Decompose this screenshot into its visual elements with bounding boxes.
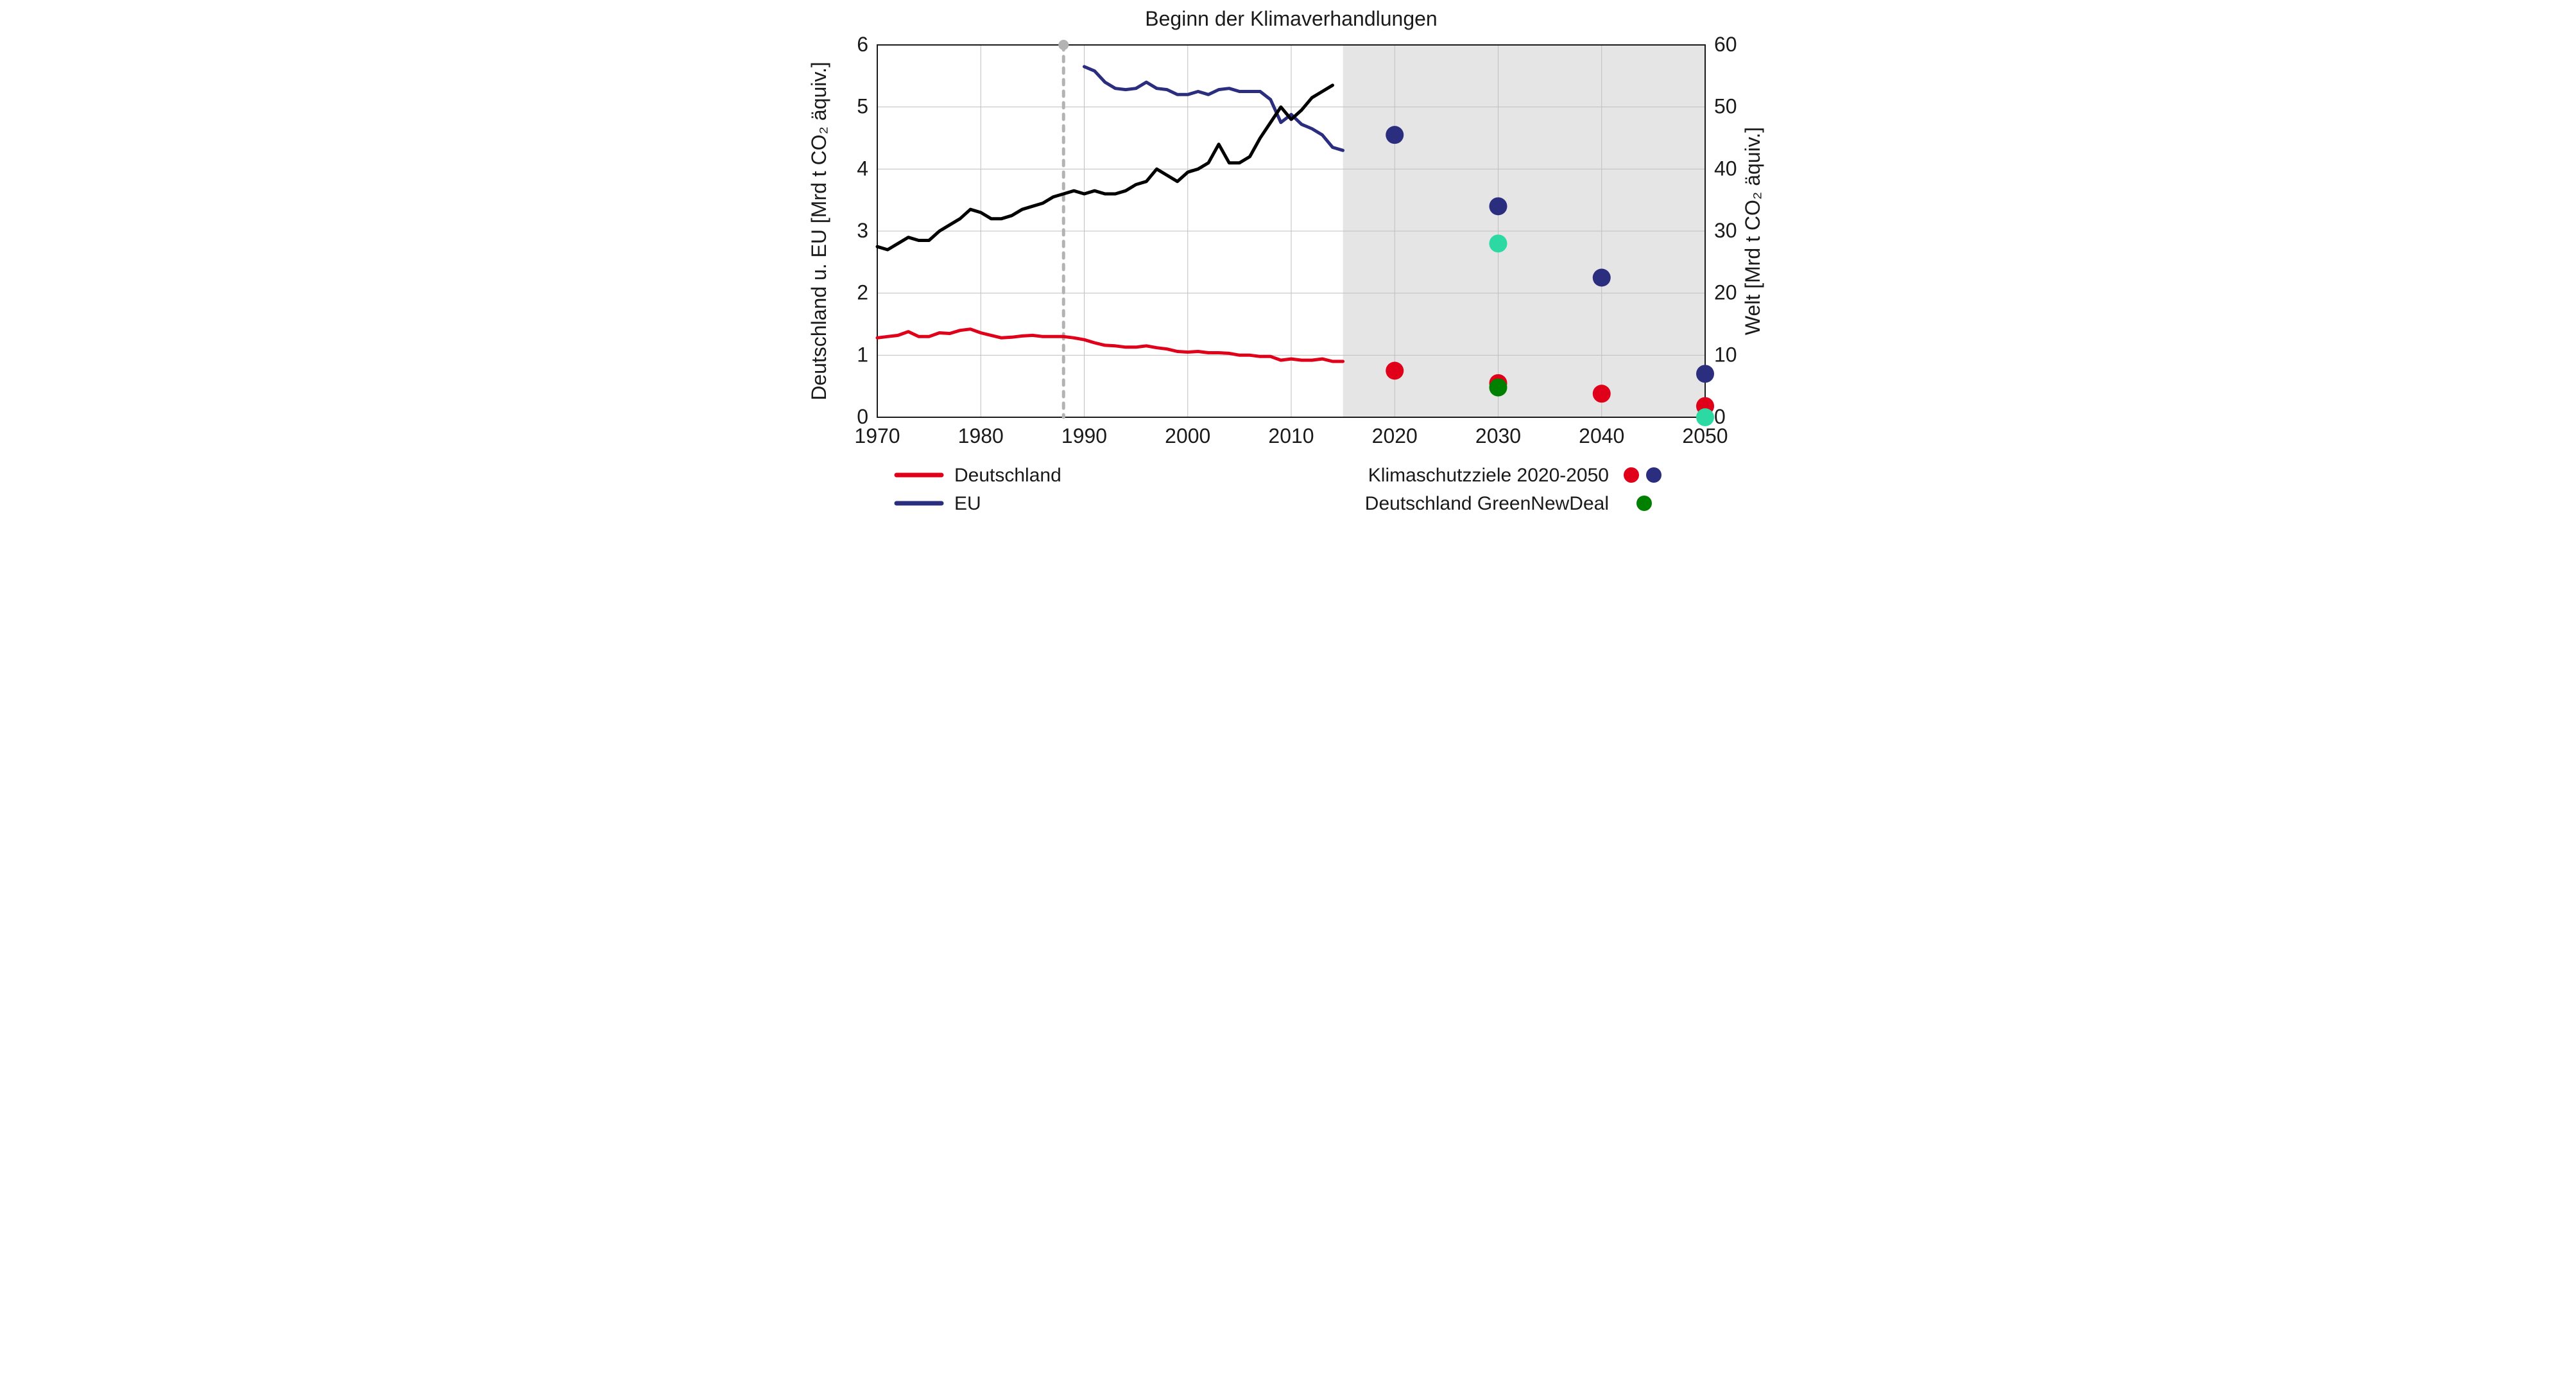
emissions-chart: 1970198019902000201020202030204020500123…: [800, 0, 1776, 524]
y-right-tick-label: 30: [1714, 219, 1737, 242]
series-point: [1386, 126, 1404, 144]
series-point: [1386, 362, 1404, 380]
legend-label: EU GreenNewDeal: [1445, 521, 1609, 524]
x-tick-label: 2040: [1579, 424, 1624, 447]
y-right-tick-label: 0: [1714, 405, 1726, 428]
series-point: [1490, 379, 1507, 397]
chart-title: Beginn der Klimaverhandlungen: [1145, 7, 1437, 30]
legend-label: Welt: [954, 521, 993, 524]
series-point: [1593, 385, 1611, 402]
chart-container: 1970198019902000201020202030204020500123…: [800, 0, 1776, 524]
legend-dot-swatch: [1624, 467, 1639, 483]
y-left-tick-label: 2: [857, 281, 868, 304]
legend-label: Klimaschutzziele 2020-2050: [1368, 465, 1609, 486]
series-point: [1490, 197, 1507, 215]
y-left-tick-label: 3: [857, 219, 868, 242]
y-right-tick-label: 50: [1714, 95, 1737, 118]
y-left-tick-label: 6: [857, 33, 868, 56]
series-point: [1696, 408, 1714, 426]
x-tick-label: 2010: [1268, 424, 1314, 447]
series-point: [1490, 234, 1507, 252]
x-tick-label: 1990: [1061, 424, 1107, 447]
series-point: [1593, 269, 1611, 287]
y-right-tick-label: 10: [1714, 343, 1737, 366]
y-right-axis-label: Welt [Mrd t CO₂ äquiv.]: [1741, 127, 1764, 335]
y-right-tick-label: 40: [1714, 157, 1737, 180]
x-tick-label: 2020: [1372, 424, 1418, 447]
legend-label: Deutschland GreenNewDeal: [1365, 493, 1609, 514]
x-tick-label: 2000: [1165, 424, 1210, 447]
y-left-tick-label: 1: [857, 343, 868, 366]
legend-label: EU: [954, 493, 981, 514]
series-line-welt: [877, 85, 1333, 250]
y-right-tick-label: 60: [1714, 33, 1737, 56]
y-right-tick-label: 20: [1714, 281, 1737, 304]
legend-dot-swatch: [1636, 496, 1652, 511]
series-line-deutschland: [877, 329, 1343, 361]
y-left-axis-label: Deutschland u. EU [Mrd t CO₂ äquiv.]: [807, 62, 830, 401]
legend-dot-swatch: [1646, 467, 1662, 483]
y-left-tick-label: 0: [857, 405, 868, 428]
series-point: [1696, 365, 1714, 383]
x-tick-label: 1980: [958, 424, 1004, 447]
y-left-tick-label: 4: [857, 157, 868, 180]
y-left-tick-label: 5: [857, 95, 868, 118]
event-line-dot: [1058, 40, 1069, 50]
legend-label: Deutschland: [954, 465, 1061, 486]
x-tick-label: 2030: [1475, 424, 1521, 447]
